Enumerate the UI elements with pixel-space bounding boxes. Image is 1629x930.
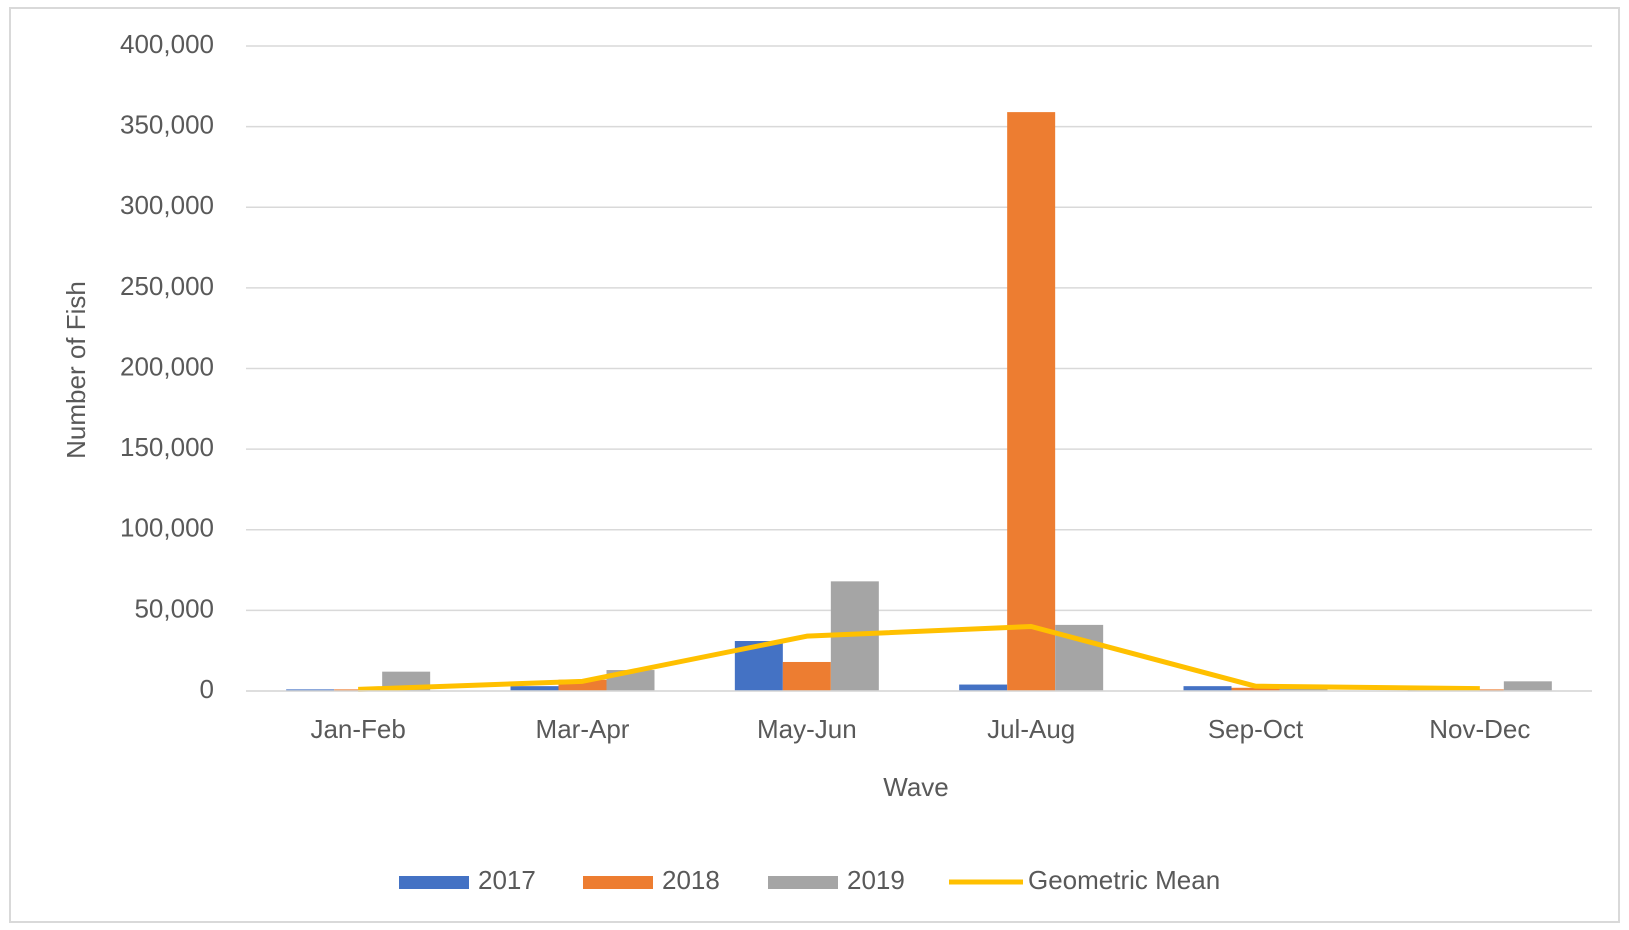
y-tick-label: 150,000 — [120, 432, 214, 462]
bar — [1503, 681, 1552, 691]
bar — [1183, 686, 1232, 691]
x-tick-label: Jan-Feb — [310, 714, 405, 744]
legend-swatch — [583, 876, 653, 889]
legend-label: 2019 — [847, 865, 905, 895]
y-tick-label: 0 — [200, 674, 214, 704]
line — [358, 624, 1480, 692]
bar — [1455, 689, 1504, 691]
x-axis-title: Wave — [883, 772, 949, 802]
y-tick-label: 300,000 — [120, 190, 214, 220]
legend-swatch — [768, 876, 838, 889]
x-tick-label: Jul-Aug — [987, 714, 1075, 744]
x-tick-label: May-Jun — [757, 714, 857, 744]
y-tick-label: 50,000 — [134, 593, 214, 623]
legend-label: 2017 — [478, 865, 536, 895]
bar — [782, 661, 831, 691]
legend-label: 2018 — [662, 865, 720, 895]
y-tick-label: 400,000 — [120, 29, 214, 59]
x-tick-label: Nov-Dec — [1429, 714, 1530, 744]
bar — [1231, 687, 1280, 691]
y-axis-title: Number of Fish — [61, 281, 91, 459]
legend-label: Geometric Mean — [1028, 865, 1220, 895]
bar — [286, 689, 335, 691]
legend-swatch — [399, 876, 469, 889]
bar — [1007, 112, 1056, 692]
bar — [558, 679, 607, 691]
y-tick-label: 250,000 — [120, 271, 214, 301]
x-tick-label: Sep-Oct — [1208, 714, 1304, 744]
bar — [959, 684, 1008, 691]
chart-border — [9, 7, 1620, 923]
y-tick-label: 200,000 — [120, 351, 214, 381]
y-tick-label: 350,000 — [120, 110, 214, 140]
bar — [510, 686, 559, 691]
y-tick-label: 100,000 — [120, 513, 214, 543]
x-tick-label: Mar-Apr — [536, 714, 630, 744]
bar — [334, 689, 383, 691]
